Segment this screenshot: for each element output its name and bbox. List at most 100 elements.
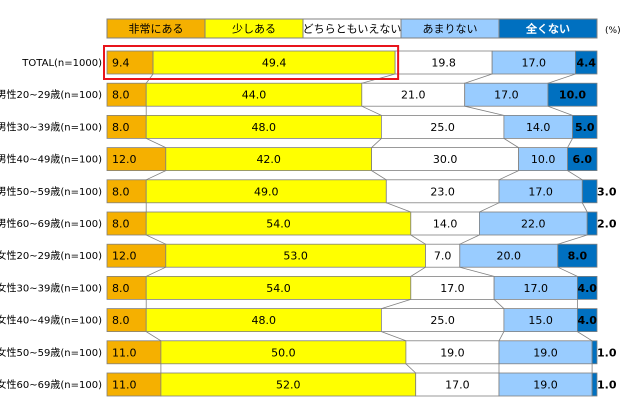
value-label: 5.0	[575, 121, 595, 134]
bar-segment	[591, 340, 598, 365]
connector-line	[503, 138, 519, 148]
value-label: 4.0	[577, 314, 597, 327]
value-label: 19.0	[440, 346, 465, 359]
value-label: 54.0	[266, 218, 291, 231]
bar-segment	[577, 275, 598, 300]
value-label: 8.0	[112, 218, 130, 231]
connector-line	[547, 73, 576, 84]
row-label: TOTAL(n=1000)	[21, 58, 102, 69]
value-label: 1.0	[597, 379, 617, 392]
value-label: 17.0	[522, 57, 547, 70]
connector-line	[459, 266, 495, 277]
value-label: 10.0	[559, 89, 586, 102]
value-label: 17.0	[524, 282, 549, 295]
connector-line	[405, 363, 416, 374]
connector-line	[567, 138, 573, 148]
value-label: 21.0	[401, 89, 426, 102]
connector-line	[371, 170, 387, 181]
value-label: 12.0	[112, 153, 137, 166]
value-label: 11.0	[112, 346, 137, 359]
value-label: 19.8	[431, 57, 456, 70]
connector-line	[361, 105, 382, 116]
connector-line	[479, 202, 500, 213]
connector-line	[557, 234, 588, 245]
bar-segment	[547, 82, 598, 107]
connector-line	[145, 331, 162, 342]
row-label: 男性50~59歳(n=100)	[0, 185, 102, 198]
connector-line	[410, 234, 426, 245]
value-label: 8.0	[112, 121, 130, 134]
value-label: 7.0	[434, 250, 452, 263]
connector-line	[146, 138, 166, 148]
connector-line	[146, 234, 166, 245]
highlight-box	[103, 45, 400, 80]
value-label: 25.0	[430, 314, 455, 327]
value-label: 42.0	[256, 153, 281, 166]
value-label: 6.0	[573, 153, 593, 166]
value-label: 14.0	[433, 218, 458, 231]
row-label: 女性40~49歳(n=100)	[0, 314, 102, 327]
value-label: 25.0	[430, 121, 455, 134]
value-label: 8.0	[112, 282, 130, 295]
bar-segment	[581, 179, 598, 204]
value-label: 22.0	[521, 218, 546, 231]
legend-label-0: 非常にある	[129, 23, 184, 36]
bars: 9.4 49.4 19.8 17.0 4.4 8.0 44.0 21.0 17.0 10.0 8.0…	[106, 50, 617, 397]
value-label: 4.0	[577, 282, 597, 295]
value-label: 11.0	[112, 379, 137, 392]
bar-segment	[567, 147, 598, 172]
bar-segment	[557, 243, 598, 268]
legend-label-3: あまりない	[423, 23, 478, 36]
connector-line	[464, 105, 504, 116]
value-label: 48.0	[252, 314, 277, 327]
value-label: 8.0	[112, 89, 130, 102]
value-label: 3.0	[597, 185, 617, 198]
connector-line	[386, 202, 411, 213]
row-label: 男性60~69歳(n=100)	[0, 217, 102, 230]
row-label: 女性30~39歳(n=100)	[0, 281, 102, 294]
value-label: 19.0	[533, 379, 558, 392]
value-label: 12.0	[112, 250, 137, 263]
connector-lines	[145, 73, 593, 374]
legend-swatch-4	[498, 18, 598, 39]
connector-line	[493, 299, 505, 309]
value-label: 15.0	[528, 314, 553, 327]
connector-line	[146, 266, 166, 277]
value-label: 8.0	[112, 314, 130, 327]
connector-line	[498, 331, 505, 341]
connector-line	[146, 170, 166, 181]
value-label: 20.0	[497, 250, 522, 263]
value-label: 8.0	[112, 185, 130, 198]
row-label: 男性40~49歳(n=100)	[0, 153, 102, 166]
connector-line	[581, 202, 588, 213]
value-label: 52.0	[276, 379, 301, 392]
legend: 非常にある 少しある どちらともいえない あまりない 全くない	[106, 18, 598, 39]
value-label: 8.0	[568, 250, 588, 263]
connector-line	[557, 266, 578, 277]
value-label: 1.0	[597, 346, 617, 359]
value-label: 10.0	[531, 153, 556, 166]
connector-line	[577, 331, 593, 342]
row-label: 女性60~69歳(n=100)	[0, 378, 102, 391]
value-label: 54.0	[266, 282, 291, 295]
value-label: 44.0	[242, 89, 267, 102]
bar-segment	[575, 50, 598, 75]
value-label: 17.0	[440, 282, 465, 295]
value-label: 19.0	[533, 346, 558, 359]
row-label: 男性20~29歳(n=100)	[0, 88, 102, 101]
bar-segment	[577, 308, 598, 333]
connector-line	[567, 170, 583, 181]
value-label: 2.0	[597, 218, 617, 231]
value-label: 17.0	[494, 89, 519, 102]
value-label: 48.0	[252, 121, 277, 134]
bar-segment	[591, 372, 598, 397]
bar-segment	[572, 115, 598, 139]
value-label: 53.0	[283, 250, 308, 263]
connector-line	[547, 105, 573, 116]
value-label: 14.0	[526, 121, 551, 134]
connector-line	[371, 138, 382, 148]
value-label: 30.0	[433, 153, 458, 166]
connector-line	[410, 266, 426, 277]
total-highlight	[103, 45, 400, 80]
